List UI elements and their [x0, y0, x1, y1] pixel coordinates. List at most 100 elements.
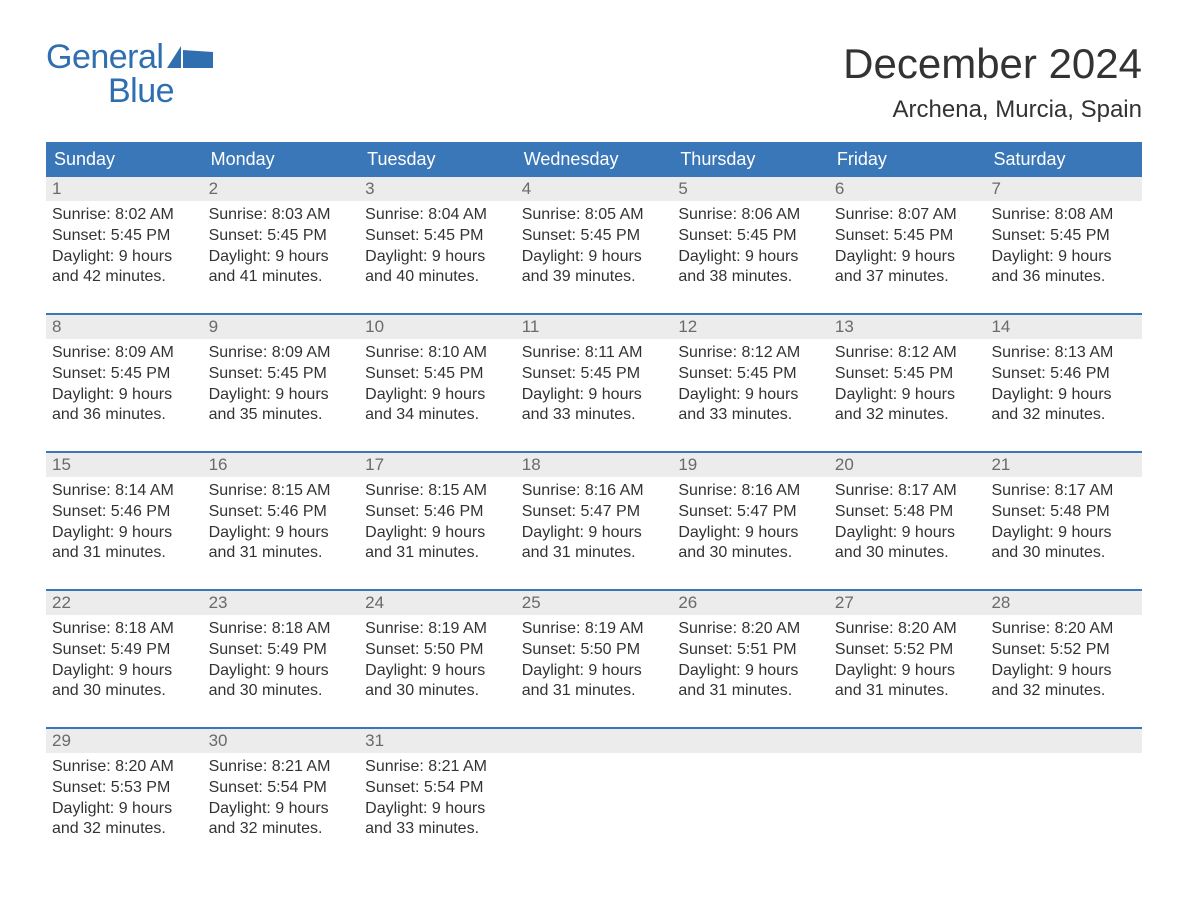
sunrise-line: Sunrise: 8:04 AM: [365, 205, 510, 226]
sunset-line: Sunset: 5:48 PM: [991, 502, 1136, 523]
daylight-line: Daylight: 9 hours and 36 minutes.: [991, 247, 1136, 289]
day-number: 5: [678, 179, 687, 198]
day-details: Sunrise: 8:03 AMSunset: 5:45 PMDaylight:…: [203, 201, 360, 292]
day-number-row: 26: [672, 591, 829, 615]
daylight-line: Daylight: 9 hours and 31 minutes.: [522, 523, 667, 565]
sunrise-line: Sunrise: 8:09 AM: [209, 343, 354, 364]
sunset-line: Sunset: 5:45 PM: [209, 226, 354, 247]
day-number: [522, 731, 527, 750]
day-number-row: 6: [829, 177, 986, 201]
day-number-row: 11: [516, 315, 673, 339]
sunrise-line: Sunrise: 8:20 AM: [52, 757, 197, 778]
brand-logo: General Blue: [46, 40, 213, 108]
day-number-row: 24: [359, 591, 516, 615]
day-number: 30: [209, 731, 228, 750]
flag-icon: [167, 44, 213, 72]
sunrise-line: Sunrise: 8:11 AM: [522, 343, 667, 364]
day-details: Sunrise: 8:12 AMSunset: 5:45 PMDaylight:…: [829, 339, 986, 430]
sunset-line: Sunset: 5:46 PM: [991, 364, 1136, 385]
daylight-line: Daylight: 9 hours and 38 minutes.: [678, 247, 823, 289]
sunset-line: Sunset: 5:45 PM: [991, 226, 1136, 247]
calendar-day-cell: 29Sunrise: 8:20 AMSunset: 5:53 PMDayligh…: [46, 729, 203, 851]
daylight-line: Daylight: 9 hours and 31 minutes.: [522, 661, 667, 703]
day-number-row: 13: [829, 315, 986, 339]
day-number: 19: [678, 455, 697, 474]
calendar-day-cell: 16Sunrise: 8:15 AMSunset: 5:46 PMDayligh…: [203, 453, 360, 575]
calendar-day-cell: 23Sunrise: 8:18 AMSunset: 5:49 PMDayligh…: [203, 591, 360, 713]
calendar-week: 29Sunrise: 8:20 AMSunset: 5:53 PMDayligh…: [46, 727, 1142, 851]
calendar-day-cell: 2Sunrise: 8:03 AMSunset: 5:45 PMDaylight…: [203, 177, 360, 299]
day-number: 18: [522, 455, 541, 474]
day-number-row: 17: [359, 453, 516, 477]
day-details: Sunrise: 8:21 AMSunset: 5:54 PMDaylight:…: [203, 753, 360, 844]
calendar-day-cell: 17 Sunrise: 8:15 AMSunset: 5:46 PMDayligh…: [359, 453, 516, 575]
day-number-row: 4: [516, 177, 673, 201]
calendar-day-cell: 19Sunrise: 8:16 AMSunset: 5:47 PMDayligh…: [672, 453, 829, 575]
day-number: 9: [209, 317, 218, 336]
calendar-day-cell: 8Sunrise: 8:09 AMSunset: 5:45 PMDaylight…: [46, 315, 203, 437]
day-details: Sunrise: 8:18 AMSunset: 5:49 PMDaylight:…: [46, 615, 203, 706]
daylight-line: Daylight: 9 hours and 31 minutes.: [835, 661, 980, 703]
sunset-line: Sunset: 5:45 PM: [365, 364, 510, 385]
daylight-line: Daylight: 9 hours and 34 minutes.: [365, 385, 510, 427]
day-number: 27: [835, 593, 854, 612]
day-number-row: 20: [829, 453, 986, 477]
day-number-row: 27: [829, 591, 986, 615]
day-number-row: 30: [203, 729, 360, 753]
sunrise-line: Sunrise: 8:12 AM: [678, 343, 823, 364]
calendar-day-cell: 27Sunrise: 8:20 AMSunset: 5:52 PMDayligh…: [829, 591, 986, 713]
sunrise-line: Sunrise: 8:15 AM: [365, 481, 510, 502]
day-number: [678, 731, 683, 750]
calendar-day-cell: 1Sunrise: 8:02 AMSunset: 5:45 PMDaylight…: [46, 177, 203, 299]
day-details: Sunrise: 8:08 AMSunset: 5:45 PMDaylight:…: [985, 201, 1142, 292]
day-details: Sunrise: 8:21 AMSunset: 5:54 PMDaylight:…: [359, 753, 516, 844]
daylight-line: Daylight: 9 hours and 39 minutes.: [522, 247, 667, 289]
day-details: Sunrise: 8:15 AMSunset: 5:46 PMDaylight:…: [359, 477, 516, 568]
daylight-line: Daylight: 9 hours and 42 minutes.: [52, 247, 197, 289]
sunrise-line: Sunrise: 8:06 AM: [678, 205, 823, 226]
day-number: 14: [991, 317, 1010, 336]
day-number: 17: [365, 455, 384, 474]
daylight-line: Daylight: 9 hours and 30 minutes.: [835, 523, 980, 565]
day-details: Sunrise: 8:09 AMSunset: 5:45 PMDaylight:…: [203, 339, 360, 430]
day-number-row: 19: [672, 453, 829, 477]
sunrise-line: Sunrise: 8:19 AM: [522, 619, 667, 640]
day-number-row: 1: [46, 177, 203, 201]
day-number-row: 18: [516, 453, 673, 477]
day-number: 4: [522, 179, 531, 198]
day-number-row: 5: [672, 177, 829, 201]
sunrise-line: Sunrise: 8:15 AM: [209, 481, 354, 502]
day-number: [835, 731, 840, 750]
day-number: 20: [835, 455, 854, 474]
sunrise-line: Sunrise: 8:14 AM: [52, 481, 197, 502]
sunrise-line: Sunrise: 8:16 AM: [678, 481, 823, 502]
calendar-day-cell: 14Sunrise: 8:13 AMSunset: 5:46 PMDayligh…: [985, 315, 1142, 437]
calendar-day-cell: 6Sunrise: 8:07 AMSunset: 5:45 PMDaylight…: [829, 177, 986, 299]
day-number-row: 9: [203, 315, 360, 339]
calendar-day-cell: 31Sunrise: 8:21 AMSunset: 5:54 PMDayligh…: [359, 729, 516, 851]
day-number: 10: [365, 317, 384, 336]
day-details: Sunrise: 8:19 AMSunset: 5:50 PMDaylight:…: [516, 615, 673, 706]
sunset-line: Sunset: 5:45 PM: [835, 226, 980, 247]
day-number: 25: [522, 593, 541, 612]
sunrise-line: Sunrise: 8:08 AM: [991, 205, 1136, 226]
sunrise-line: Sunrise: 8:13 AM: [991, 343, 1136, 364]
calendar-day-cell: 12Sunrise: 8:12 AMSunset: 5:45 PMDayligh…: [672, 315, 829, 437]
calendar-day-cell: 24Sunrise: 8:19 AMSunset: 5:50 PMDayligh…: [359, 591, 516, 713]
calendar-day-cell: 11Sunrise: 8:11 AMSunset: 5:45 PMDayligh…: [516, 315, 673, 437]
sunset-line: Sunset: 5:45 PM: [209, 364, 354, 385]
day-details: Sunrise: 8:04 AMSunset: 5:45 PMDaylight:…: [359, 201, 516, 292]
day-number-row: 31: [359, 729, 516, 753]
day-number: 29: [52, 731, 71, 750]
day-details: Sunrise: 8:17 AMSunset: 5:48 PMDaylight:…: [985, 477, 1142, 568]
sunset-line: Sunset: 5:45 PM: [522, 226, 667, 247]
day-number: 11: [522, 317, 540, 336]
day-number: 22: [52, 593, 71, 612]
sunrise-line: Sunrise: 8:16 AM: [522, 481, 667, 502]
sunset-line: Sunset: 5:54 PM: [365, 778, 510, 799]
day-number-row: 7: [985, 177, 1142, 201]
sunrise-line: Sunrise: 8:20 AM: [991, 619, 1136, 640]
sunset-line: Sunset: 5:50 PM: [522, 640, 667, 661]
day-number-row: 16: [203, 453, 360, 477]
sunset-line: Sunset: 5:45 PM: [365, 226, 510, 247]
